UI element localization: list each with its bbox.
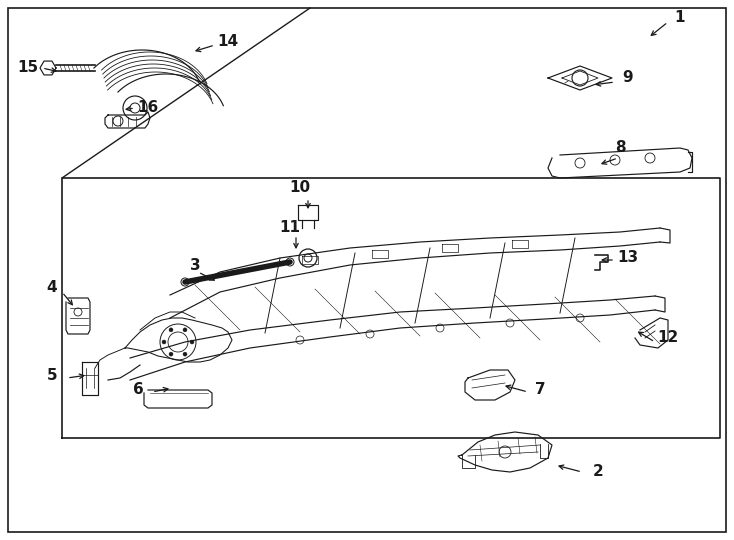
Text: 15: 15 [18, 60, 39, 76]
Circle shape [183, 352, 187, 356]
Text: 14: 14 [217, 35, 239, 50]
Text: 6: 6 [133, 382, 143, 397]
Circle shape [169, 352, 173, 356]
Circle shape [162, 340, 166, 344]
Text: 9: 9 [622, 71, 633, 85]
Text: 11: 11 [280, 220, 300, 235]
Circle shape [190, 340, 194, 344]
Text: 1: 1 [675, 10, 686, 25]
Text: 13: 13 [617, 251, 639, 266]
Text: 2: 2 [592, 464, 603, 480]
Circle shape [183, 328, 187, 332]
Text: 12: 12 [658, 330, 679, 346]
Circle shape [169, 328, 173, 332]
Text: 8: 8 [614, 140, 625, 156]
Text: 7: 7 [534, 382, 545, 397]
Text: 10: 10 [289, 180, 310, 195]
Text: 4: 4 [47, 280, 57, 295]
Text: 3: 3 [189, 258, 200, 273]
Text: 5: 5 [47, 368, 57, 382]
Text: 16: 16 [137, 100, 159, 116]
